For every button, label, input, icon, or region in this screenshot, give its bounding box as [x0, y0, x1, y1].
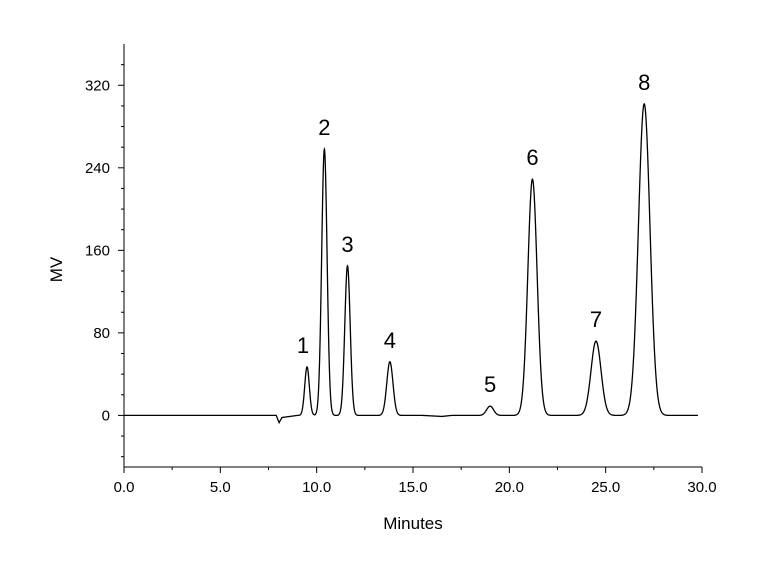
- peak-label: 4: [384, 328, 396, 353]
- peak-label: 1: [297, 333, 309, 358]
- x-tick-label: 15.0: [398, 479, 427, 496]
- peak-label: 6: [526, 145, 538, 170]
- signal-trace: [124, 102, 698, 425]
- y-tick-label: 320: [85, 77, 110, 94]
- y-tick-label: 240: [85, 160, 110, 177]
- x-tick-label: 20.0: [495, 479, 524, 496]
- peak-label: 7: [590, 307, 602, 332]
- x-tick-label: 10.0: [302, 479, 331, 496]
- x-tick-label: 0.0: [114, 479, 135, 496]
- tick-labels: 0.0 5.0 10.0 15.0 20.0 25.0 30.0 0 80 160 240 320: [85, 77, 717, 496]
- y-tick-label: 80: [93, 325, 110, 342]
- y-tick-label: 160: [85, 242, 110, 259]
- peak-label: 3: [341, 232, 353, 257]
- x-tick-label: 30.0: [687, 479, 716, 496]
- peak-label: 2: [318, 115, 330, 140]
- axes: [123, 44, 702, 468]
- peak-labels: 1 2 3 4 5 6 7 8: [297, 70, 650, 397]
- y-axis-label: MV: [47, 256, 66, 282]
- peak-label: 5: [484, 372, 496, 397]
- x-tick-label: 5.0: [210, 479, 231, 496]
- x-tick-label: 25.0: [591, 479, 620, 496]
- x-axis-label: Minutes: [383, 514, 443, 533]
- y-tick-label: 0: [102, 407, 110, 424]
- peak-label: 8: [638, 70, 650, 95]
- tick-marks: [118, 64, 703, 473]
